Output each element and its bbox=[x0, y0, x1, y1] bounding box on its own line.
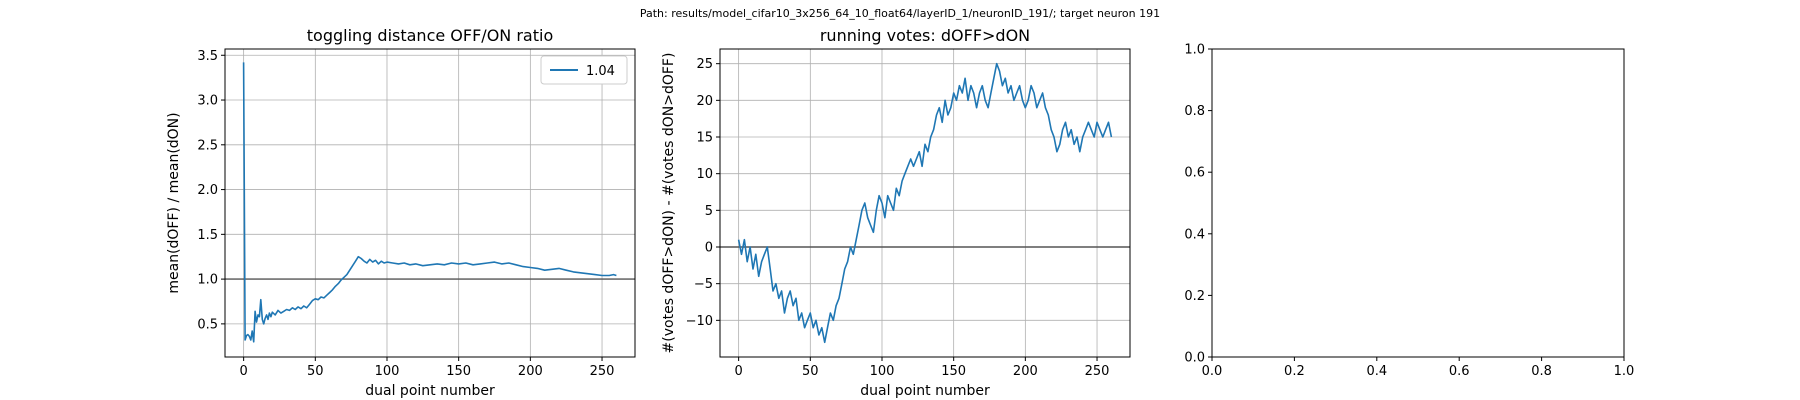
y-axis-label: mean(dOFF) / mean(dON) bbox=[166, 112, 182, 293]
axes-frame bbox=[224, 48, 636, 358]
axes-frame bbox=[719, 48, 1131, 358]
x-tick-label: 250 bbox=[1085, 364, 1110, 379]
x-tick-label: 0.2 bbox=[1284, 364, 1305, 379]
legend-box bbox=[540, 55, 628, 85]
y-tick-label: 1.0 bbox=[197, 273, 218, 288]
series-line bbox=[242, 62, 617, 343]
chart-title: toggling distance OFF/ON ratio bbox=[307, 26, 553, 45]
y-tick-label: 25 bbox=[696, 57, 713, 72]
y-tick-label: 0.0 bbox=[1184, 351, 1205, 366]
chart-title: running votes: dOFF>dON bbox=[820, 26, 1030, 45]
series-line bbox=[737, 62, 1113, 344]
x-tick-label: 0.4 bbox=[1366, 364, 1387, 379]
y-tick-label: 0.2 bbox=[1184, 289, 1205, 304]
figure-suptitle: Path: results/model_cifar10_3x256_64_10_… bbox=[640, 7, 1160, 20]
panel-toggling-ratio: 0 50 100 150 200 250 0.5 1.0 1.5 2.0 2.5 3.0 3.5 togg… bbox=[166, 26, 636, 399]
y-tick-label: 2.5 bbox=[197, 138, 218, 153]
y-tick-label: 0.6 bbox=[1184, 166, 1205, 181]
y-tick-label: −10 bbox=[686, 314, 713, 329]
y-tick-label: 20 bbox=[696, 94, 713, 109]
x-tick-label: 250 bbox=[590, 364, 615, 379]
x-tick-label: 200 bbox=[518, 364, 543, 379]
y-axis-label: #(votes dOFF>dON) - #(votes dON>dOFF) bbox=[661, 53, 677, 354]
y-tick-label: 15 bbox=[696, 131, 713, 146]
y-tick-label: 0 bbox=[705, 241, 713, 256]
y-tick-label: 1.5 bbox=[197, 228, 218, 243]
x-tick-label: 100 bbox=[870, 364, 895, 379]
x-axis-label: dual point number bbox=[860, 383, 990, 399]
y-tick-label: 5 bbox=[705, 204, 713, 219]
y-tick-label: 1.0 bbox=[1184, 43, 1205, 58]
y-tick-label: 3.0 bbox=[197, 94, 218, 109]
x-tick-label: 0.8 bbox=[1531, 364, 1552, 379]
y-tick-label: −5 bbox=[694, 277, 713, 292]
x-tick-label: 100 bbox=[375, 364, 400, 379]
y-tick-label: 0.4 bbox=[1184, 227, 1205, 242]
x-tick-label: 0.6 bbox=[1449, 364, 1470, 379]
y-tick-label: 2.0 bbox=[197, 183, 218, 198]
x-tick-label: 50 bbox=[802, 364, 819, 379]
axes-frame bbox=[1211, 48, 1625, 358]
x-axis-label: dual point number bbox=[365, 383, 495, 399]
panel-running-votes: 0 50 100 150 200 250 −10 −5 0 5 10 15 20 25 running vo… bbox=[661, 26, 1131, 399]
x-tick-label: 0 bbox=[239, 364, 247, 379]
x-tick-label: 0 bbox=[734, 364, 742, 379]
y-tick-label: 0.8 bbox=[1184, 104, 1205, 119]
x-tick-label: 150 bbox=[446, 364, 471, 379]
x-tick-label: 0.0 bbox=[1202, 364, 1223, 379]
x-tick-label: 200 bbox=[1013, 364, 1038, 379]
y-tick-label: 3.5 bbox=[197, 49, 218, 64]
panel-empty-axes: 0.0 0.2 0.4 0.6 0.8 1.0 0.0 0.2 0.4 0.6 0.8 1.0 bbox=[1184, 43, 1634, 380]
legend-entry: 1.04 bbox=[586, 64, 615, 79]
x-tick-label: 150 bbox=[941, 364, 966, 379]
legend: 1.04 bbox=[540, 55, 628, 85]
y-tick-label: 0.5 bbox=[197, 317, 218, 332]
x-tick-label: 50 bbox=[307, 364, 324, 379]
y-tick-label: 10 bbox=[696, 167, 713, 182]
x-tick-label: 1.0 bbox=[1614, 364, 1635, 379]
